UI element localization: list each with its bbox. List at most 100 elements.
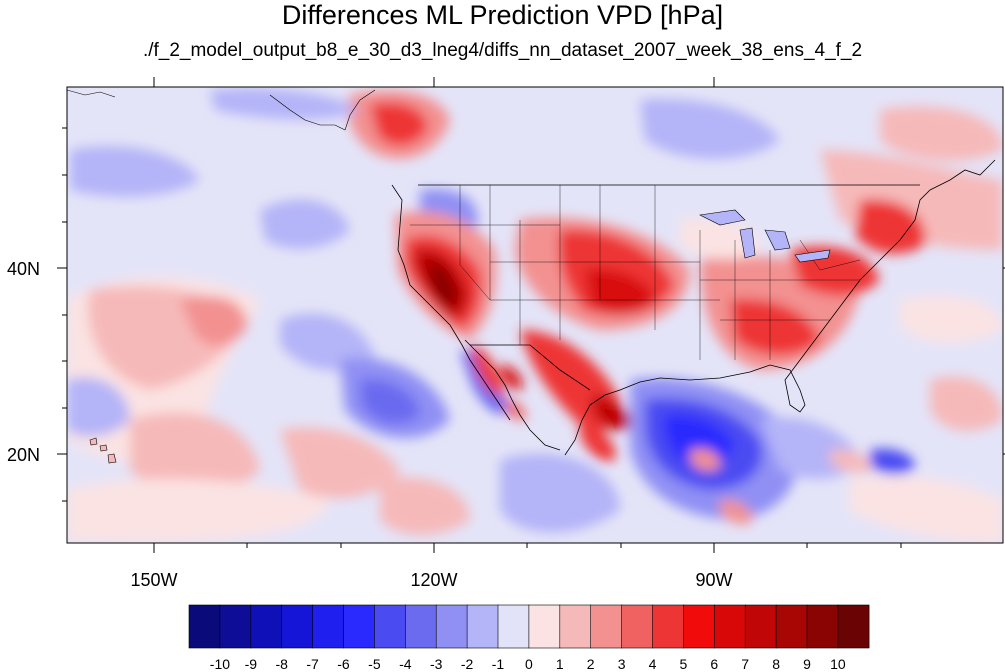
aleutian-coast	[67, 89, 116, 98]
colorbar-label: -10	[210, 656, 230, 672]
field-patch	[470, 345, 505, 396]
lon-label-120w: 120W	[410, 570, 457, 590]
field-patch	[720, 499, 753, 525]
field-patch	[280, 427, 400, 499]
lon-label-150w: 150W	[130, 570, 177, 590]
colorbar-box	[312, 604, 345, 649]
colorbar-label: -6	[337, 656, 350, 672]
field-patch	[880, 106, 1003, 161]
state-line	[489, 185, 520, 301]
pacific-coastline	[391, 184, 511, 421]
field-patch	[690, 448, 721, 471]
state-line	[799, 239, 861, 271]
colorbar-label: -5	[368, 656, 381, 672]
lake	[764, 229, 791, 251]
colorbar-box	[435, 604, 468, 649]
colorbar-label: -3	[430, 656, 443, 672]
colorbar-box	[775, 604, 808, 649]
northeast-coast	[914, 159, 996, 221]
field-patch	[730, 299, 820, 355]
lat-tick-marks	[57, 127, 1005, 502]
alaska-coast	[67, 89, 376, 131]
field-patch	[280, 313, 375, 371]
colorbar-label: 5	[680, 656, 688, 672]
field-patch	[500, 365, 523, 391]
colorbar-label: 4	[649, 656, 657, 672]
field-patch	[428, 262, 458, 307]
colorbar-box	[590, 604, 623, 649]
lake	[739, 227, 756, 259]
field-patch	[130, 412, 260, 493]
field-patch	[664, 414, 735, 465]
colorbar-box	[466, 604, 499, 649]
colorbar-label: -7	[306, 656, 319, 672]
colorbar-box	[188, 604, 221, 649]
lake	[699, 209, 746, 226]
colorbar-label: 0	[525, 656, 533, 672]
alaska-coastline	[269, 89, 376, 131]
colorbar-label: -2	[461, 656, 474, 672]
colorbar-box	[652, 604, 685, 649]
island	[99, 444, 108, 452]
colorbar-label: 8	[772, 656, 780, 672]
field-layer	[67, 87, 1003, 543]
state-line	[459, 185, 491, 301]
chart-title: Differences ML Prediction VPD [hPa]	[281, 0, 724, 30]
island	[89, 437, 98, 446]
field-patch	[500, 453, 620, 533]
field-patch	[590, 395, 632, 431]
lake	[794, 249, 831, 263]
colorbar-box	[219, 604, 252, 649]
field-patch	[585, 269, 655, 315]
colorbar-label: -1	[492, 656, 505, 672]
hawaii-islands	[89, 437, 117, 464]
field-patch	[850, 476, 1003, 543]
field-patch	[580, 420, 616, 461]
field-patch	[210, 88, 360, 120]
field-patch	[855, 199, 926, 254]
field-patch	[67, 377, 130, 437]
field-patch	[70, 146, 200, 197]
colorbar-label: -9	[245, 656, 258, 672]
lat-label-20n: 20N	[7, 445, 40, 465]
field-patch	[640, 99, 780, 159]
colorbar-label: 9	[803, 656, 811, 672]
field-patch	[930, 376, 1003, 431]
state-lines	[410, 185, 861, 360]
colorbar-box	[281, 604, 314, 649]
colorbar-box	[683, 604, 715, 649]
great-lakes	[699, 209, 831, 263]
colorbar-box	[404, 604, 437, 649]
colorbar-box	[806, 604, 839, 649]
colorbar-label: 6	[710, 656, 718, 672]
colorbar: -10 -9 -8 -7 -6 -5 -4 -3 -2 -1 0 1 2 3 4 5 6 7 8 9 10	[188, 604, 870, 672]
field-patch	[900, 296, 1003, 343]
colorbar-box	[497, 604, 530, 649]
mexico-coast	[464, 339, 561, 451]
colorbar-box	[374, 604, 406, 649]
colorbar-box	[837, 604, 870, 649]
field-patch	[380, 477, 470, 535]
colorbar-label: -4	[399, 656, 412, 672]
field-patch	[370, 102, 428, 146]
lon-tick-marks	[153, 77, 902, 553]
lon-label-90w: 90W	[695, 570, 732, 590]
gulf-atlantic-coast	[564, 219, 916, 456]
field-patch	[870, 448, 915, 475]
field-patch	[67, 479, 330, 542]
colorbar-box	[528, 604, 561, 649]
colorbar-label: -8	[275, 656, 288, 672]
colorbar-box	[250, 604, 283, 649]
colorbar-box	[744, 604, 777, 649]
field-patch	[260, 199, 350, 249]
colorbar-box	[559, 604, 592, 649]
us-mexico-border	[470, 344, 591, 391]
lat-label-40n: 40N	[7, 259, 40, 279]
field-patch	[830, 449, 873, 473]
chart-subtitle: ./f_2_model_output_b8_e_30_d3_lneg4/diff…	[142, 40, 863, 61]
field-patch	[180, 296, 246, 346]
colorbar-label: 1	[556, 656, 564, 672]
field-patch	[360, 379, 420, 424]
colorbar-box	[713, 604, 746, 649]
